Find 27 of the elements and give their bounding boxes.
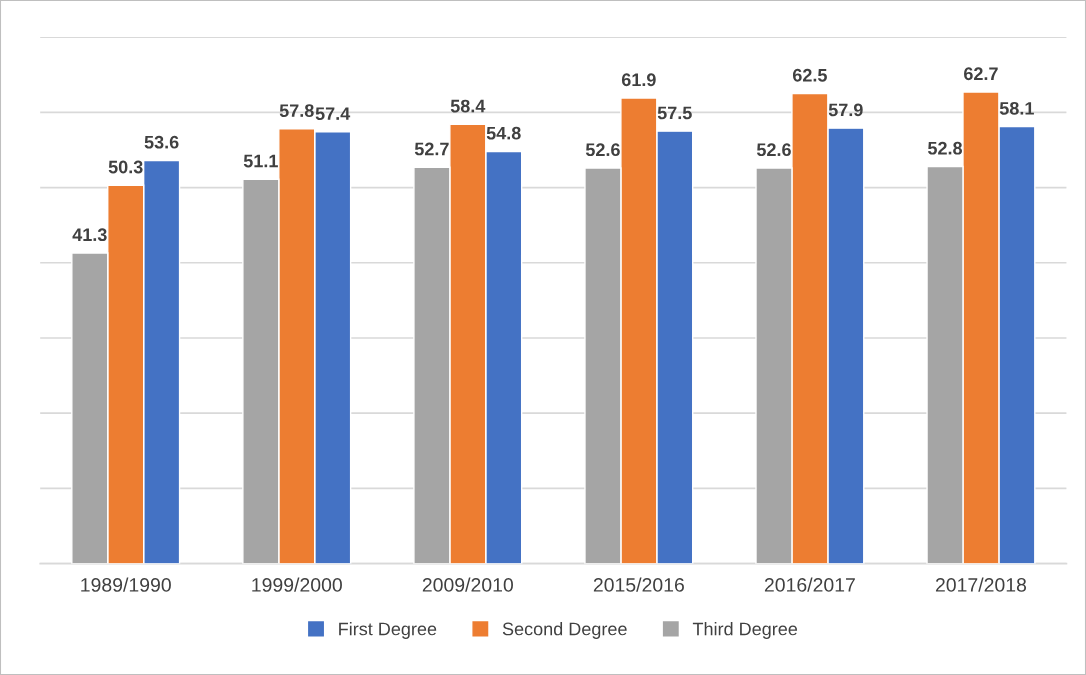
data-label: 62.5 xyxy=(792,68,827,82)
data-label: 50.3 xyxy=(108,160,143,174)
data-label: 41.3 xyxy=(72,228,107,242)
data-label: 52.8 xyxy=(928,141,963,155)
data-label: 53.6 xyxy=(144,135,179,149)
legend-label: Third Degree xyxy=(692,622,798,639)
legend-label: Second Degree xyxy=(502,622,627,639)
data-label: 52.7 xyxy=(414,142,449,156)
data-label: 62.7 xyxy=(964,67,998,81)
data-label: 52.6 xyxy=(756,143,791,157)
x-tick-label: 2016/2017 xyxy=(764,577,855,592)
data-label: 58.1 xyxy=(999,101,1034,115)
legend-label: First Degree xyxy=(339,622,437,639)
x-tick-label: 2009/2010 xyxy=(422,577,513,592)
x-tick-label: 1989/1990 xyxy=(81,577,171,592)
x-tick-label: 2017/2018 xyxy=(935,577,1027,592)
data-label: 52.6 xyxy=(585,143,620,157)
data-label: 57.9 xyxy=(828,103,863,117)
x-tick-label: 1999/2000 xyxy=(252,577,342,592)
data-label: 57.5 xyxy=(657,106,692,120)
data-label: 58.4 xyxy=(450,99,486,113)
x-tick-label: 2015/2016 xyxy=(593,577,684,592)
data-label: 57.8 xyxy=(279,104,314,117)
data-label: 57.4 xyxy=(315,107,351,120)
data-label: 51.1 xyxy=(243,154,278,168)
data-label: 54.8 xyxy=(486,126,521,140)
data-label: 61.9 xyxy=(621,73,656,87)
